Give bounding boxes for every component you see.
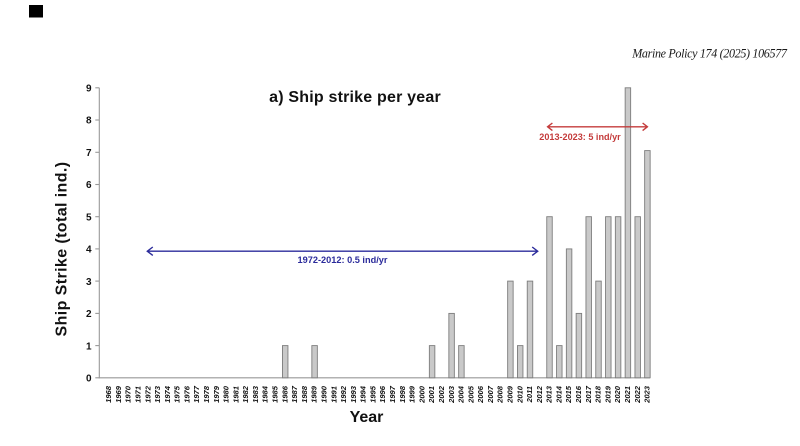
- svg-text:1984: 1984: [261, 385, 270, 403]
- svg-text:2007: 2007: [486, 385, 495, 404]
- svg-text:Marine Policy 174 (2025) 10657: Marine Policy 174 (2025) 106577: [631, 47, 788, 61]
- svg-text:Year: Year: [350, 409, 384, 426]
- svg-text:2017: 2017: [584, 385, 593, 404]
- svg-text:2019: 2019: [603, 385, 612, 404]
- svg-text:1992: 1992: [339, 385, 348, 403]
- svg-text:2000: 2000: [417, 385, 426, 404]
- svg-text:2013: 2013: [545, 385, 554, 404]
- svg-text:1983: 1983: [251, 385, 260, 403]
- svg-text:Ship Strike (total ind.): Ship Strike (total ind.): [54, 162, 71, 337]
- svg-text:1994: 1994: [359, 385, 368, 403]
- svg-text:2023: 2023: [643, 385, 652, 404]
- svg-text:1974: 1974: [163, 385, 172, 403]
- svg-text:1978: 1978: [202, 385, 211, 403]
- svg-text:1968: 1968: [104, 385, 113, 403]
- svg-text:5: 5: [86, 212, 92, 223]
- svg-text:1981: 1981: [231, 386, 240, 403]
- svg-text:4: 4: [86, 245, 92, 256]
- svg-text:2: 2: [86, 309, 92, 320]
- svg-text:2001: 2001: [427, 386, 436, 404]
- svg-text:1993: 1993: [349, 385, 358, 403]
- svg-text:1973: 1973: [153, 385, 162, 403]
- svg-text:2011: 2011: [525, 386, 534, 403]
- svg-text:1980: 1980: [222, 385, 231, 403]
- svg-text:2015: 2015: [564, 385, 573, 404]
- svg-text:1969: 1969: [114, 385, 123, 403]
- svg-text:6: 6: [86, 180, 92, 191]
- svg-text:9: 9: [86, 84, 92, 95]
- svg-text:1995: 1995: [368, 385, 377, 403]
- svg-text:8: 8: [86, 116, 92, 127]
- svg-text:2016: 2016: [574, 385, 583, 404]
- svg-text:1999: 1999: [408, 385, 417, 403]
- svg-text:1982: 1982: [241, 385, 250, 403]
- svg-text:1997: 1997: [388, 385, 397, 403]
- svg-text:2006: 2006: [476, 385, 485, 404]
- svg-text:1989: 1989: [310, 385, 319, 403]
- svg-text:1975: 1975: [173, 385, 182, 403]
- svg-text:7: 7: [86, 148, 92, 159]
- svg-text:1972: 1972: [143, 385, 152, 403]
- svg-text:1977: 1977: [192, 385, 201, 403]
- svg-text:2010: 2010: [515, 385, 524, 404]
- svg-text:2020: 2020: [613, 385, 622, 404]
- svg-text:a) Ship strike per year: a) Ship strike per year: [269, 89, 441, 106]
- svg-text:1987: 1987: [290, 385, 299, 403]
- svg-text:1985: 1985: [271, 385, 280, 403]
- svg-text:1976: 1976: [182, 385, 191, 403]
- svg-text:2012: 2012: [535, 385, 544, 404]
- svg-text:1: 1: [86, 341, 92, 352]
- svg-text:1991: 1991: [329, 386, 338, 403]
- svg-text:1972-2012: 0.5 ind/yr: 1972-2012: 0.5 ind/yr: [298, 255, 388, 265]
- svg-text:1996: 1996: [378, 385, 387, 403]
- svg-text:2005: 2005: [466, 385, 475, 404]
- svg-text:1998: 1998: [398, 385, 407, 403]
- svg-text:2018: 2018: [594, 385, 603, 404]
- svg-text:1971: 1971: [134, 386, 143, 403]
- svg-text:0: 0: [86, 374, 92, 385]
- svg-text:2003: 2003: [447, 385, 456, 404]
- svg-text:1988: 1988: [300, 385, 309, 403]
- svg-text:2021: 2021: [623, 386, 632, 404]
- svg-text:2004: 2004: [457, 385, 466, 404]
- svg-text:2009: 2009: [506, 385, 515, 404]
- svg-text:2014: 2014: [554, 385, 563, 404]
- svg-text:2002: 2002: [437, 385, 446, 404]
- svg-text:1979: 1979: [212, 385, 221, 403]
- svg-text:2013-2023: 5 ind/yr: 2013-2023: 5 ind/yr: [539, 132, 621, 142]
- svg-text:1990: 1990: [320, 385, 329, 403]
- svg-text:3: 3: [86, 277, 92, 288]
- svg-text:1986: 1986: [280, 385, 289, 403]
- svg-text:2022: 2022: [633, 385, 642, 404]
- svg-text:1970: 1970: [124, 385, 133, 403]
- svg-text:2008: 2008: [496, 385, 505, 404]
